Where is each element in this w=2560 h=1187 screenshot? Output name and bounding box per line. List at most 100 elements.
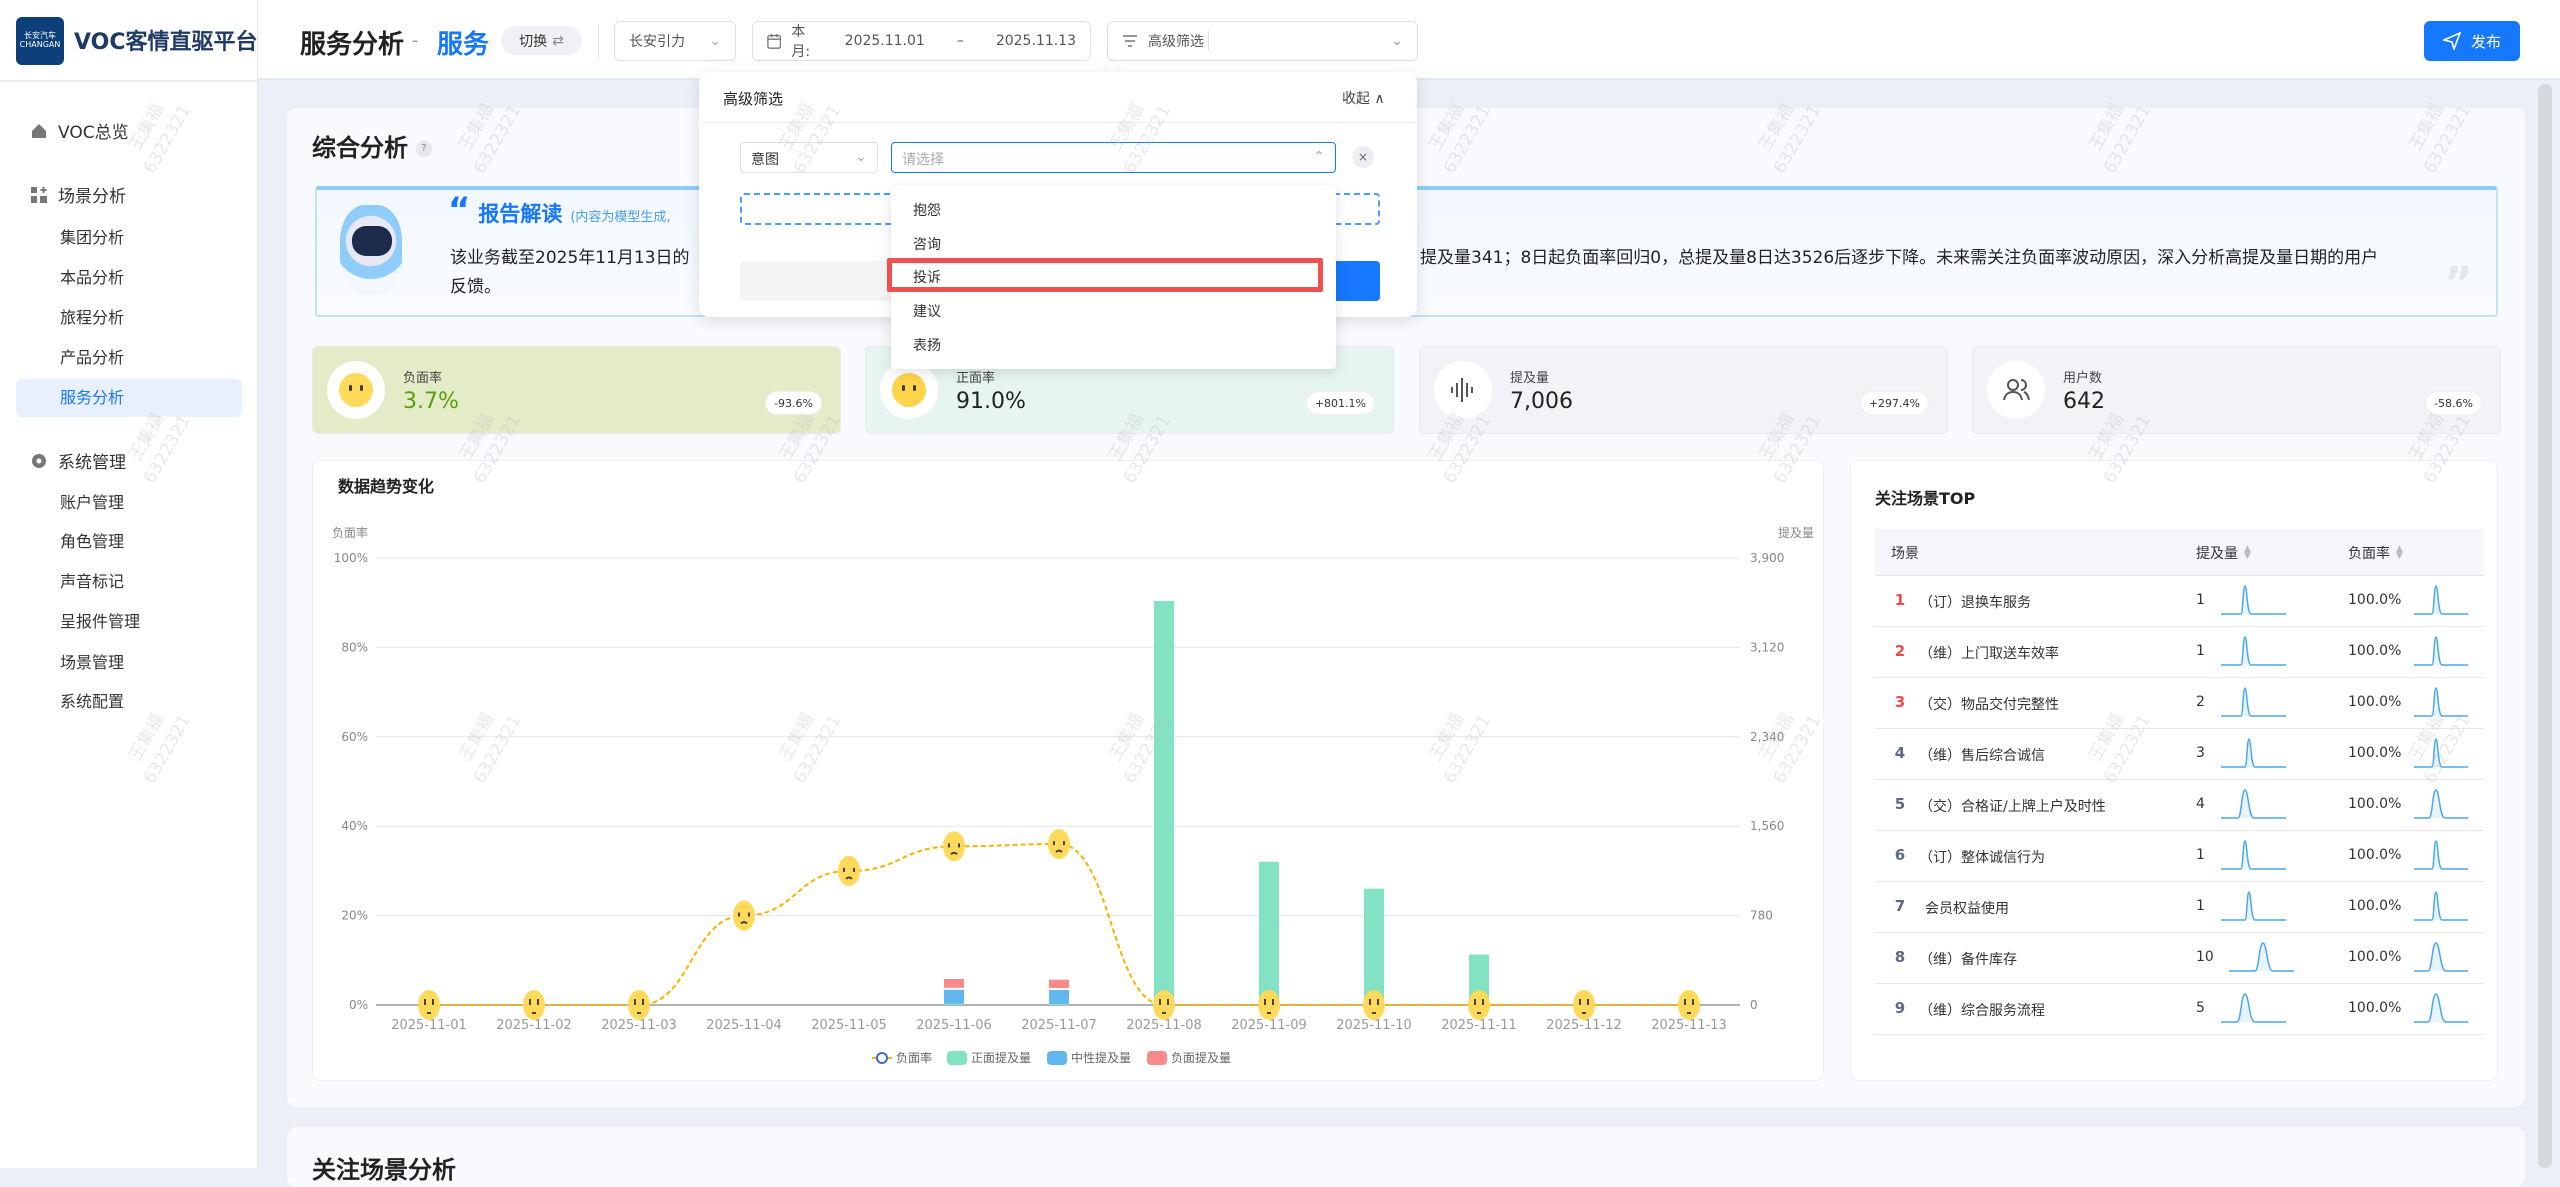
- legend-item-负面提及量[interactable]: [1147, 1051, 1167, 1065]
- date-start[interactable]: 2025.11.01: [844, 33, 925, 49]
- column-count[interactable]: 提及量 ▲ ▼: [2196, 543, 2251, 563]
- negative-rate: 100.0%: [2348, 949, 2402, 965]
- sad-face-point[interactable]: [943, 831, 965, 862]
- confirm-button[interactable]: [1330, 261, 1380, 301]
- neutral-face-point[interactable]: [1573, 990, 1595, 1020]
- column-rate[interactable]: 负面率 ▲ ▼: [2348, 543, 2403, 563]
- table-row[interactable]: 5 （交）合格证/上牌上户及时性 4 100.0%: [1875, 780, 2484, 831]
- mention-count: 10: [2196, 949, 2214, 965]
- bar-中性提及量[interactable]: [944, 989, 964, 1004]
- sidebar-item-group-analysis[interactable]: 集团分析: [60, 228, 125, 247]
- sidebar-item-voice-tagging[interactable]: 声音标记: [60, 572, 125, 591]
- overview-title-text: 综合分析: [312, 134, 408, 162]
- switch-label: 切换: [519, 33, 548, 50]
- left-axis-title: 负面率: [332, 525, 368, 540]
- collapse-button[interactable]: 收起 ∧: [1342, 91, 1385, 107]
- left-tick-label: 20%: [341, 909, 368, 923]
- date-range-picker[interactable]: 本月: 2025.11.01 – 2025.11.13: [752, 21, 1091, 61]
- table-row[interactable]: 4 （维）售后综合诚信 3 100.0%: [1875, 729, 2484, 780]
- sidebar-group-voc-overview[interactable]: VOC总览: [30, 118, 129, 143]
- kpi-change-badge: +801.1%: [1305, 391, 1375, 415]
- negative-rate: 100.0%: [2348, 1000, 2402, 1016]
- date-end[interactable]: 2025.11.13: [995, 33, 1076, 49]
- users-icon: [1987, 361, 2045, 419]
- kpi-label: 用户数: [2063, 371, 2103, 386]
- brand-select[interactable]: 长安引力 ⌄: [614, 21, 736, 61]
- sad-face-point[interactable]: [733, 900, 755, 931]
- sidebar-item-service-analysis[interactable]: 服务分析: [16, 379, 242, 417]
- legend-label: 负面提及量: [1171, 1050, 1231, 1065]
- sidebar-group-scene-analysis[interactable]: 场景分析: [30, 182, 126, 207]
- neutral-face-point[interactable]: [1678, 990, 1700, 1020]
- sidebar-item-journey-analysis[interactable]: 旅程分析: [60, 308, 125, 327]
- neutral-face-point[interactable]: [1153, 990, 1175, 1020]
- option-complain[interactable]: 抱怨: [913, 203, 941, 219]
- filter-value-select[interactable]: 请选择 ⌃: [891, 142, 1336, 173]
- rank-badge: 7: [1894, 897, 1906, 915]
- sort-icon[interactable]: ▲ ▼: [2396, 544, 2403, 561]
- bar-正面提及量[interactable]: [1364, 888, 1384, 1005]
- neutral-face-point[interactable]: [418, 990, 440, 1020]
- table-row[interactable]: 1 （订）退换车服务 1 100.0%: [1875, 576, 2484, 627]
- remove-condition-button[interactable]: ×: [1352, 146, 1374, 168]
- bar-正面提及量[interactable]: [1154, 600, 1174, 1005]
- option-complaint[interactable]: 投诉: [913, 270, 941, 286]
- bar-负面提及量[interactable]: [944, 978, 964, 988]
- rank-badge: 6: [1894, 846, 1906, 864]
- table-row[interactable]: 2 （维）上门取送车效率 1 100.0%: [1875, 627, 2484, 678]
- switch-button[interactable]: 切换 ⇄: [501, 26, 582, 55]
- bar-负面提及量[interactable]: [1049, 979, 1069, 989]
- neutral-face-point[interactable]: [1258, 990, 1280, 1020]
- sidebar-item-scene-management[interactable]: 场景管理: [60, 653, 125, 672]
- column-label: 提及量: [2196, 546, 2238, 562]
- publish-button[interactable]: 发布: [2424, 21, 2520, 61]
- sort-icon[interactable]: ▲ ▼: [2244, 544, 2251, 561]
- legend-label: 负面率: [896, 1050, 932, 1065]
- bar-中性提及量[interactable]: [1049, 990, 1069, 1005]
- neutral-face-point[interactable]: [1468, 990, 1490, 1020]
- page-subtitle: 服务: [437, 30, 490, 60]
- sidebar-item-system-config[interactable]: 系统配置: [60, 692, 125, 711]
- help-icon[interactable]: ?: [416, 141, 432, 157]
- sidebar-item-product-analysis[interactable]: 产品分析: [60, 348, 125, 367]
- sad-face-point[interactable]: [838, 855, 860, 886]
- bar-正面提及量[interactable]: [1049, 1004, 1069, 1006]
- option-praise[interactable]: 表扬: [913, 338, 941, 354]
- sparkline: [2229, 942, 2294, 972]
- sidebar: [0, 0, 258, 1168]
- neutral-face-point[interactable]: [1363, 990, 1385, 1020]
- bar-正面提及量[interactable]: [1259, 861, 1279, 1005]
- option-inquiry[interactable]: 咨询: [913, 237, 941, 253]
- advanced-filter-toggle[interactable]: 高级筛选 ⌄: [1107, 21, 1418, 61]
- sidebar-item-role-management[interactable]: 角色管理: [60, 532, 125, 551]
- soundwave-icon: [1434, 361, 1492, 419]
- neutral-face-point[interactable]: [628, 990, 650, 1020]
- table-row[interactable]: 9 （维）综合服务流程 5 100.0%: [1875, 984, 2484, 1035]
- sidebar-item-account-management[interactable]: 账户管理: [60, 493, 125, 512]
- table-header: 场景 提及量 ▲ ▼ 负面率 ▲ ▼: [1875, 529, 2484, 576]
- sparkline: [2414, 738, 2468, 768]
- kpi-card: 负面率 3.7% -93.6%: [312, 346, 841, 434]
- option-suggestion[interactable]: 建议: [913, 304, 941, 320]
- kpi-card: 提及量 7,006 +297.4%: [1419, 346, 1948, 434]
- table-row[interactable]: 8 （维）备件库存 10 100.0%: [1875, 933, 2484, 984]
- table-row[interactable]: 3 （交）物品交付完整性 2 100.0%: [1875, 678, 2484, 729]
- sidebar-item-product-line-analysis[interactable]: 本品分析: [60, 268, 125, 287]
- scrollbar-thumb[interactable]: [2538, 84, 2552, 1168]
- legend-item-正面提及量[interactable]: [947, 1051, 967, 1065]
- right-tick-label: 3,900: [1750, 551, 1784, 565]
- sad-face-point[interactable]: [1048, 829, 1070, 860]
- sidebar-group-system-management[interactable]: 系统管理: [30, 448, 126, 473]
- legend-item-负面率[interactable]: [872, 1052, 892, 1064]
- sidebar-item-report-management[interactable]: 呈报件管理: [60, 612, 141, 631]
- right-tick-label: 2,340: [1750, 730, 1784, 744]
- table-row[interactable]: 7 会员权益使用 1 100.0%: [1875, 882, 2484, 933]
- bar-正面提及量[interactable]: [944, 1003, 964, 1005]
- neutral-face-point[interactable]: [523, 990, 545, 1020]
- kpi-card: 用户数 642 -58.6%: [1972, 346, 2501, 434]
- sparkline: [2414, 942, 2468, 972]
- legend-item-中性提及量[interactable]: [1047, 1051, 1067, 1065]
- brand-logo: 长安汽车 CHANGAN: [16, 17, 64, 65]
- filter-field-select[interactable]: 意图 ⌄: [740, 142, 878, 173]
- table-row[interactable]: 6 （订）整体诚信行为 1 100.0%: [1875, 831, 2484, 882]
